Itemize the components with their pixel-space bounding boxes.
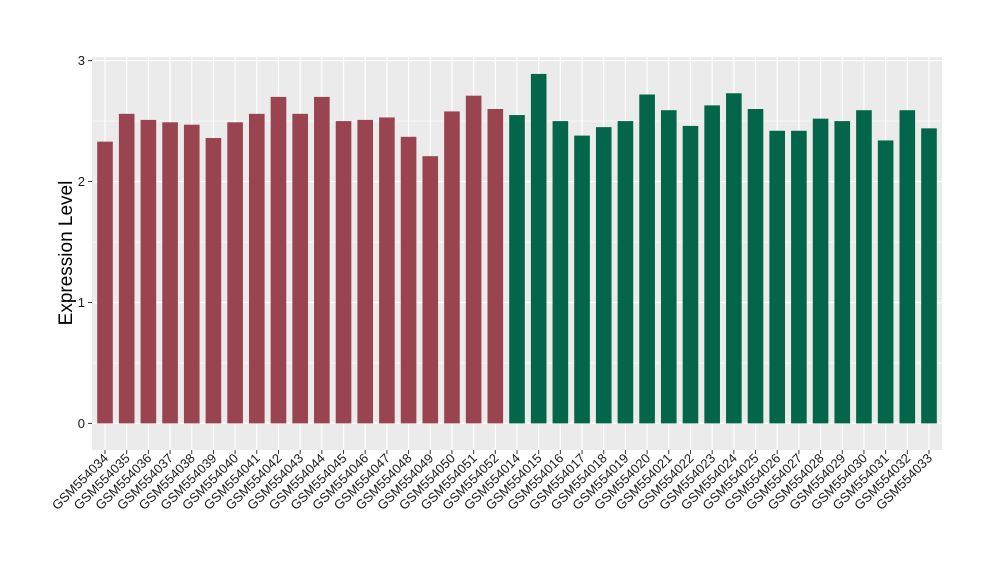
bar-GSM554036 — [140, 119, 157, 424]
y-axis-title: Expression Level — [56, 181, 77, 326]
bar-GSM554029 — [834, 121, 851, 424]
bar-GSM554021 — [660, 110, 677, 424]
bar-GSM554026 — [769, 130, 786, 424]
bar-GSM554046 — [357, 119, 374, 424]
bar-GSM554051 — [465, 95, 482, 424]
bar-GSM554022 — [682, 125, 699, 424]
y-axis: 0 1 2 3 — [78, 53, 92, 431]
bar-GSM554039 — [205, 138, 222, 424]
y-tick-label: 1 — [78, 295, 85, 310]
bar-GSM554016 — [552, 121, 569, 424]
bar-GSM554034 — [97, 141, 113, 424]
bar-GSM554052 — [487, 108, 504, 424]
y-tick-label: 3 — [78, 53, 85, 68]
y-tick-label: 2 — [78, 174, 85, 189]
bar-GSM554044 — [314, 96, 330, 424]
bar-GSM554018 — [595, 127, 612, 424]
bar-GSM554048 — [400, 136, 417, 424]
bar-GSM554028 — [812, 118, 829, 424]
bar-GSM554049 — [422, 156, 439, 424]
bar-GSM554031 — [877, 140, 894, 424]
bar-GSM554032 — [899, 110, 916, 424]
bar-GSM554030 — [856, 110, 872, 424]
bar-GSM554019 — [617, 121, 634, 424]
bar-GSM554042 — [270, 96, 287, 424]
bar-GSM554047 — [379, 117, 395, 424]
bar-GSM554043 — [292, 113, 308, 424]
bar-GSM554038 — [183, 124, 200, 424]
bar-GSM554020 — [639, 94, 655, 424]
bar-GSM554017 — [574, 135, 590, 424]
bar-GSM554023 — [704, 105, 720, 424]
x-axis: GSM554034GSM554035GSM554036GSM554037GSM5… — [49, 450, 935, 513]
bar-GSM554041 — [248, 113, 265, 424]
bar-GSM554024 — [726, 93, 742, 424]
bar-GSM554035 — [118, 113, 135, 424]
bar-GSM554045 — [335, 121, 352, 424]
bar-GSM554037 — [162, 122, 178, 424]
y-tick-label: 0 — [78, 416, 85, 431]
bar-GSM554050 — [444, 111, 460, 424]
bar-GSM554033 — [921, 128, 937, 424]
bars — [97, 73, 937, 424]
bar-GSM554027 — [791, 130, 807, 424]
bar-GSM554015 — [530, 73, 547, 424]
bar-GSM554014 — [509, 115, 525, 424]
bar-GSM554025 — [747, 108, 764, 424]
bar-GSM554040 — [227, 122, 243, 424]
